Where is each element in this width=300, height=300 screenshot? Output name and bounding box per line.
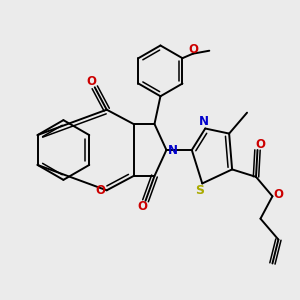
Text: O: O bbox=[188, 43, 198, 56]
Text: O: O bbox=[273, 188, 284, 201]
Text: O: O bbox=[256, 138, 266, 151]
Text: N: N bbox=[168, 143, 178, 157]
Text: N: N bbox=[199, 116, 209, 128]
Text: O: O bbox=[95, 184, 105, 197]
Text: S: S bbox=[195, 184, 204, 196]
Text: O: O bbox=[137, 200, 148, 213]
Text: O: O bbox=[87, 75, 97, 88]
